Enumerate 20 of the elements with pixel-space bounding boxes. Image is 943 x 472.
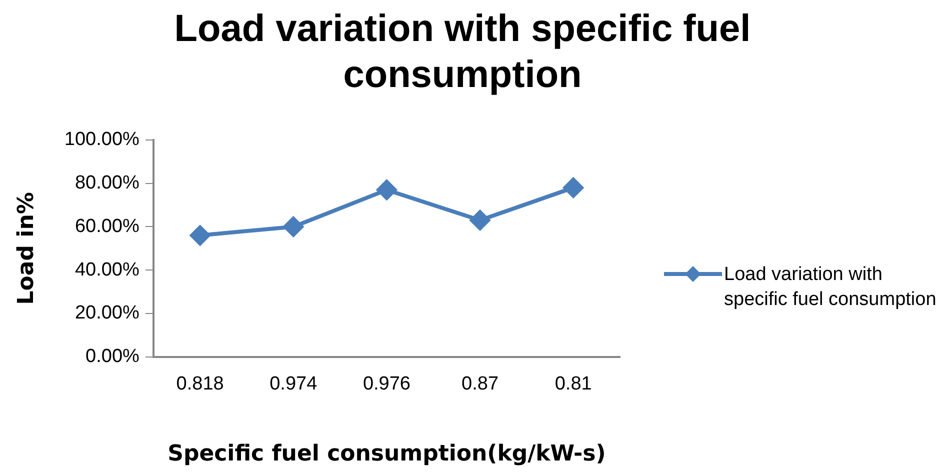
y-tick-label: 60.00% [74,216,140,237]
y-tick-label: 0.00% [86,346,140,368]
point [470,210,490,230]
point [283,216,304,237]
x-tick-label: 0.974 [270,373,318,394]
y-tick-label: 80.00% [74,172,140,194]
point [563,178,584,198]
y-tick-label: 40.00% [74,259,140,280]
x-tick-label: 0.81 [554,373,592,394]
x-tick-label: 0.976 [362,373,410,394]
point [376,180,397,200]
x-tick-label: 0.818 [176,373,224,394]
y-tick-label: 20.00% [74,302,140,324]
y-axis-title: Load in% [14,192,39,305]
point [190,225,210,246]
x-tick-label: 0.87 [462,373,499,394]
y-tick-label: 100.00% [64,129,140,150]
legend-label: Load variation with specific fuel consumption [724,263,938,312]
x-axis-title: Specific fuel consumption(kg/kW-s) [168,442,606,467]
chart-title: Load variation with specific fuel consumption [173,7,752,98]
